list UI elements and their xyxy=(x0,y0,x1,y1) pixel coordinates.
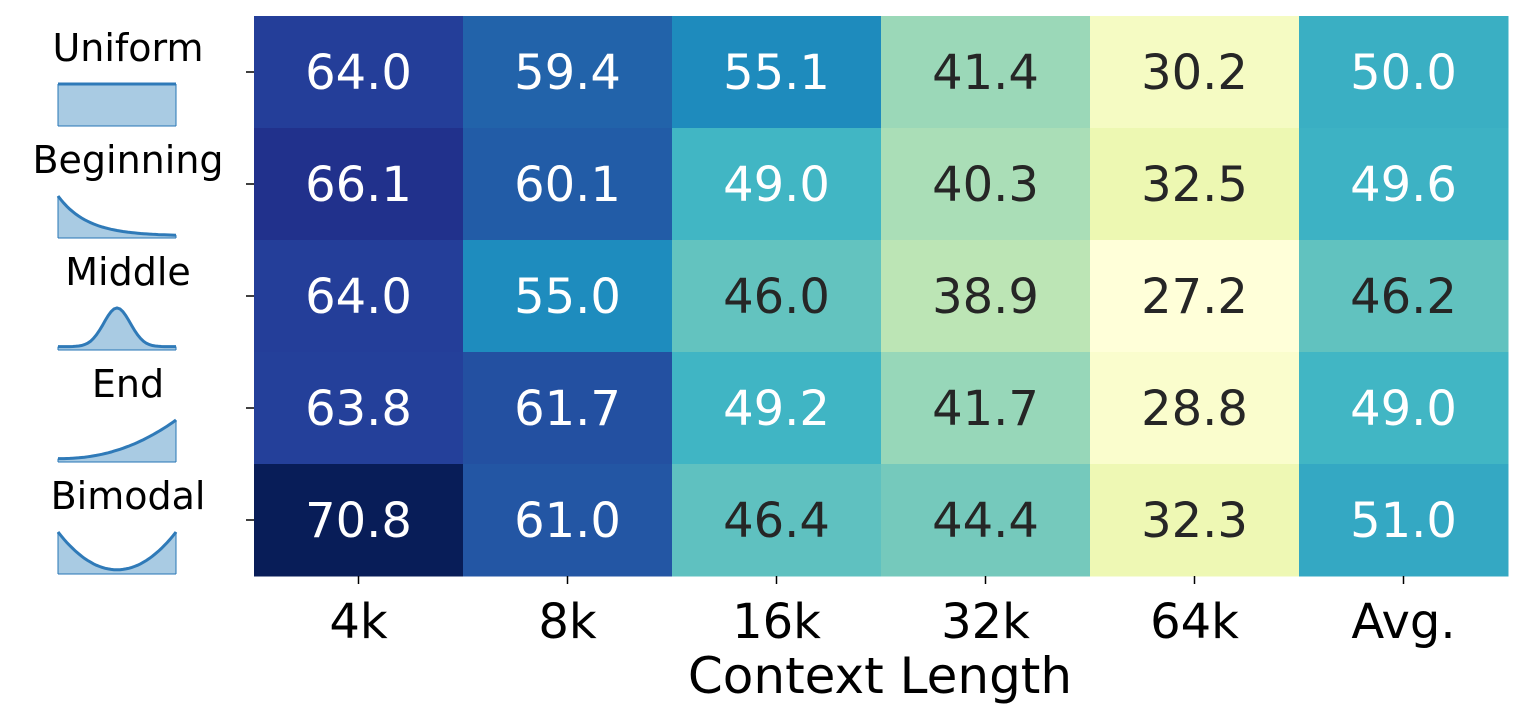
cell-value-label: 41.4 xyxy=(932,45,1039,101)
row-label: Middle xyxy=(65,250,191,294)
heatmap-cell xyxy=(1090,128,1300,241)
heatmap-cell xyxy=(463,464,673,577)
cell-value-label: 64.0 xyxy=(305,45,412,101)
row-labels: Uniform Beginning Middle End Bimodal xyxy=(32,26,254,575)
cell-value-label: 28.8 xyxy=(1141,381,1248,437)
heatmap-cells: 64.0 59.4 55.1 41.4 30.2 50.0 66.1 60.1 49.0 40.3… xyxy=(254,16,1509,577)
heatmap-cell xyxy=(254,240,464,353)
heatmap-cell xyxy=(1090,464,1300,577)
x-axis-label: Context Length xyxy=(688,647,1072,705)
cell-value-label: 70.8 xyxy=(305,493,412,549)
cell-value-label: 59.4 xyxy=(514,45,621,101)
heatmap-cell xyxy=(1090,240,1300,353)
cell-value-label: 44.4 xyxy=(932,493,1039,549)
heatmap-cell xyxy=(672,128,882,241)
cell-value-label: 41.7 xyxy=(932,381,1039,437)
cell-value-label: 64.0 xyxy=(305,269,412,325)
heatmap-cell xyxy=(254,464,464,577)
row-label: Bimodal xyxy=(51,474,206,518)
uniform-distribution-icon xyxy=(57,82,177,127)
cell-value-label: 46.4 xyxy=(723,493,830,549)
cell-value-label: 61.0 xyxy=(514,493,621,549)
end-distribution-icon xyxy=(57,418,177,463)
heatmap-cell xyxy=(1090,16,1300,129)
cell-value-label: 50.0 xyxy=(1350,45,1457,101)
heatmap-cell xyxy=(254,128,464,241)
cell-value-label: 66.1 xyxy=(305,157,412,213)
heatmap-cell xyxy=(463,128,673,241)
heatmap-cell xyxy=(463,16,673,129)
heatmap-cell xyxy=(1299,240,1509,353)
x-tick-label: 64k xyxy=(1150,594,1239,650)
heatmap-cell xyxy=(463,352,673,465)
cell-value-label: 51.0 xyxy=(1350,493,1457,549)
heatmap-cell xyxy=(672,16,882,129)
x-tick-label: 16k xyxy=(732,594,821,650)
cell-value-label: 32.3 xyxy=(1141,493,1248,549)
cell-value-label: 49.2 xyxy=(723,381,830,437)
cell-value-label: 46.0 xyxy=(723,269,830,325)
heatmap-cell xyxy=(1090,352,1300,465)
cell-value-label: 60.1 xyxy=(514,157,621,213)
cell-value-label: 30.2 xyxy=(1141,45,1248,101)
bimodal-distribution-icon xyxy=(56,531,178,575)
heatmap-cell xyxy=(672,352,882,465)
row-label: Beginning xyxy=(32,138,223,182)
heatmap-cell xyxy=(881,352,1091,465)
cell-value-label: 27.2 xyxy=(1141,269,1248,325)
heatmap-cell xyxy=(254,352,464,465)
heatmap-cell xyxy=(881,464,1091,577)
cell-value-label: 40.3 xyxy=(932,157,1039,213)
cell-value-label: 55.0 xyxy=(514,269,621,325)
cell-value-label: 63.8 xyxy=(305,381,412,437)
cell-value-label: 49.0 xyxy=(723,157,830,213)
x-tick-label: 8k xyxy=(538,594,597,650)
beginning-distribution-icon xyxy=(56,195,177,239)
heatmap-cell xyxy=(881,128,1091,241)
cell-value-label: 49.6 xyxy=(1350,157,1457,213)
heatmap-cell xyxy=(672,240,882,353)
heatmap-cell xyxy=(1299,352,1509,465)
row-label: End xyxy=(92,362,164,406)
heatmap-cell xyxy=(1299,464,1509,577)
middle-distribution-icon xyxy=(57,306,177,351)
heatmap-cell xyxy=(1299,128,1509,241)
heatmap-cell xyxy=(881,16,1091,129)
heatmap-cell xyxy=(672,464,882,577)
x-tick-label: 4k xyxy=(329,594,388,650)
cell-value-label: 46.2 xyxy=(1350,269,1457,325)
cell-value-label: 32.5 xyxy=(1141,157,1248,213)
heatmap-cell xyxy=(1299,16,1509,129)
heatmap-cell xyxy=(254,16,464,129)
cell-value-label: 49.0 xyxy=(1350,381,1457,437)
cell-value-label: 55.1 xyxy=(723,45,830,101)
x-tick-label: Avg. xyxy=(1351,594,1455,650)
heatmap-cell xyxy=(463,240,673,353)
row-label: Uniform xyxy=(52,26,203,70)
heatmap-cell xyxy=(881,240,1091,353)
cell-value-label: 38.9 xyxy=(932,269,1039,325)
cell-value-label: 61.7 xyxy=(514,381,621,437)
x-tick-label: 32k xyxy=(941,594,1030,650)
column-labels: 4k 8k 16k 32k 64k Avg. xyxy=(329,576,1456,650)
